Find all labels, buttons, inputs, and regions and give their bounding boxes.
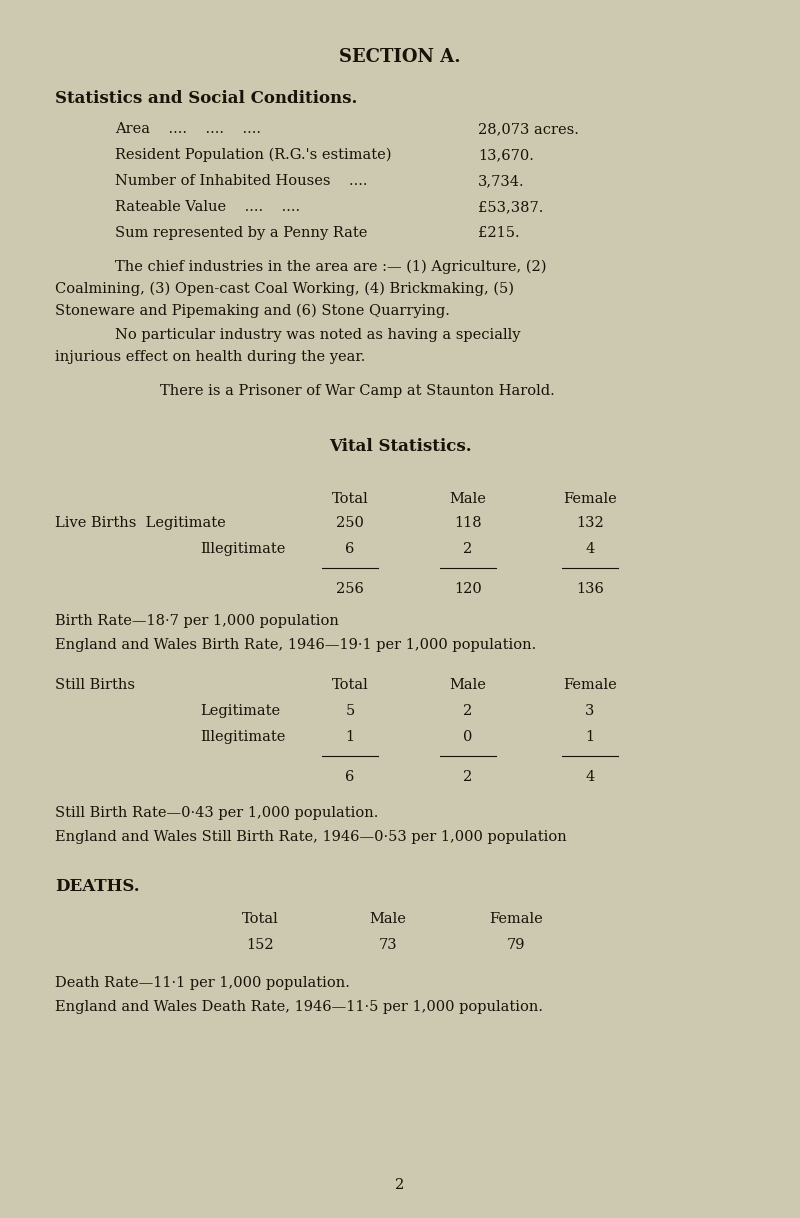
Text: The chief industries in the area are :— (1) Agriculture, (2): The chief industries in the area are :— … [115,259,546,274]
Text: 3: 3 [586,704,594,717]
Text: Coalmining, (3) Open-cast Coal Working, (4) Brickmaking, (5): Coalmining, (3) Open-cast Coal Working, … [55,283,514,296]
Text: Female: Female [563,492,617,505]
Text: 13,670.: 13,670. [478,149,534,162]
Text: 2: 2 [395,1178,405,1192]
Text: 250: 250 [336,516,364,530]
Text: 3,734.: 3,734. [478,174,525,188]
Text: Female: Female [489,912,543,926]
Text: 256: 256 [336,582,364,596]
Text: No particular industry was noted as having a specially: No particular industry was noted as havi… [115,328,521,342]
Text: Still Births: Still Births [55,678,135,692]
Text: Sum represented by a Penny Rate: Sum represented by a Penny Rate [115,227,367,240]
Text: 4: 4 [586,770,594,784]
Text: There is a Prisoner of War Camp at Staunton Harold.: There is a Prisoner of War Camp at Staun… [160,384,554,398]
Text: Illegitimate: Illegitimate [200,730,286,744]
Text: Vital Statistics.: Vital Statistics. [329,438,471,456]
Text: England and Wales Birth Rate, 1946—19·1 per 1,000 population.: England and Wales Birth Rate, 1946—19·1 … [55,638,536,652]
Text: Live Births  Legitimate: Live Births Legitimate [55,516,226,530]
Text: 2: 2 [463,704,473,717]
Text: Still Birth Rate—0·43 per 1,000 population.: Still Birth Rate—0·43 per 1,000 populati… [55,806,378,820]
Text: 0: 0 [463,730,473,744]
Text: Area    ....    ....    ....: Area .... .... .... [115,122,261,136]
Text: Resident Population (R.G.'s estimate): Resident Population (R.G.'s estimate) [115,149,391,162]
Text: Male: Male [450,678,486,692]
Text: 28,073 acres.: 28,073 acres. [478,122,579,136]
Text: £215.: £215. [478,227,520,240]
Text: Male: Male [370,912,406,926]
Text: Male: Male [450,492,486,505]
Text: Total: Total [332,678,368,692]
Text: DEATHS.: DEATHS. [55,878,140,895]
Text: 6: 6 [346,770,354,784]
Text: 4: 4 [586,542,594,555]
Text: 5: 5 [346,704,354,717]
Text: England and Wales Death Rate, 1946—11·5 per 1,000 population.: England and Wales Death Rate, 1946—11·5 … [55,1000,543,1015]
Text: 2: 2 [463,542,473,555]
Text: 2: 2 [463,770,473,784]
Text: Illegitimate: Illegitimate [200,542,286,555]
Text: 152: 152 [246,938,274,952]
Text: Birth Rate—18·7 per 1,000 population: Birth Rate—18·7 per 1,000 population [55,614,339,628]
Text: 136: 136 [576,582,604,596]
Text: Legitimate: Legitimate [200,704,280,717]
Text: Female: Female [563,678,617,692]
Text: 132: 132 [576,516,604,530]
Text: Rateable Value    ....    ....: Rateable Value .... .... [115,200,300,214]
Text: 79: 79 [506,938,526,952]
Text: 120: 120 [454,582,482,596]
Text: injurious effect on health during the year.: injurious effect on health during the ye… [55,350,366,364]
Text: England and Wales Still Birth Rate, 1946—0·53 per 1,000 population: England and Wales Still Birth Rate, 1946… [55,829,566,844]
Text: Number of Inhabited Houses    ....: Number of Inhabited Houses .... [115,174,367,188]
Text: 118: 118 [454,516,482,530]
Text: 6: 6 [346,542,354,555]
Text: 1: 1 [346,730,354,744]
Text: 73: 73 [378,938,398,952]
Text: Stoneware and Pipemaking and (6) Stone Quarrying.: Stoneware and Pipemaking and (6) Stone Q… [55,304,450,318]
Text: Total: Total [332,492,368,505]
Text: Death Rate—11·1 per 1,000 population.: Death Rate—11·1 per 1,000 population. [55,976,350,990]
Text: Statistics and Social Conditions.: Statistics and Social Conditions. [55,90,358,107]
Text: Total: Total [242,912,278,926]
Text: SECTION A.: SECTION A. [339,48,461,66]
Text: £53,387.: £53,387. [478,200,543,214]
Text: 1: 1 [586,730,594,744]
